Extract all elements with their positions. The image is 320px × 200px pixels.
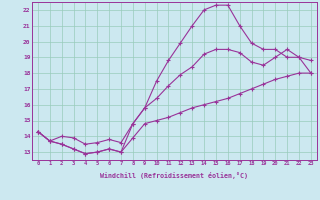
X-axis label: Windchill (Refroidissement éolien,°C): Windchill (Refroidissement éolien,°C) xyxy=(100,172,248,179)
